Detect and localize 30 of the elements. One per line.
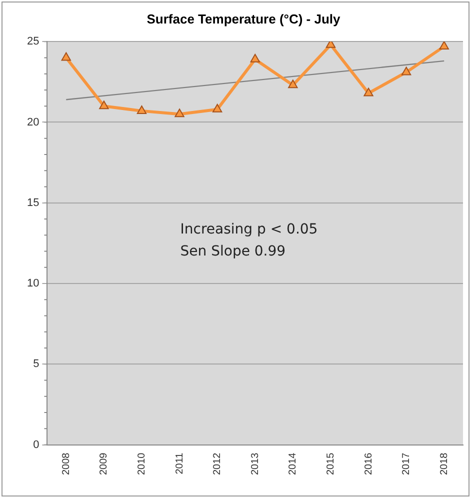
point (288, 80, 298, 88)
point (99, 100, 109, 110)
y-tick-label: 15 (26, 196, 40, 209)
point (174, 108, 184, 118)
x-tick-label: 2008 (60, 452, 72, 476)
point (250, 54, 260, 62)
y-tick-label: 10 (26, 278, 40, 290)
point (136, 105, 147, 114)
annotation: Increasing p < 0.05 (180, 222, 318, 238)
x-tick-label: 2015 (325, 452, 336, 476)
x-tick-label: 2009 (98, 452, 110, 476)
x-tick-label: 2013 (250, 452, 261, 476)
point (401, 66, 412, 76)
point (364, 88, 374, 96)
chart-title: Surface Temperature (°C) - July (146, 11, 342, 26)
y-tick-label: 20 (26, 116, 40, 128)
y-tick-label: 25 (26, 36, 40, 48)
x-tick-label: 2017 (401, 452, 412, 476)
point (212, 104, 222, 112)
x-tick-label: 2010 (136, 452, 148, 476)
x-tick-label: 2012 (212, 452, 224, 476)
annotation: Sen Slope 0.99 (180, 244, 286, 260)
y-tick-label: 5 (33, 358, 40, 370)
x-tick-label: 2014 (288, 452, 299, 476)
point (61, 52, 71, 61)
x-tick-label: 2016 (363, 452, 374, 476)
point (439, 42, 449, 50)
y-tick-label: 0 (33, 438, 40, 451)
x-tick-label: 2011 (174, 452, 186, 474)
x-tick-label: 2018 (438, 452, 450, 476)
